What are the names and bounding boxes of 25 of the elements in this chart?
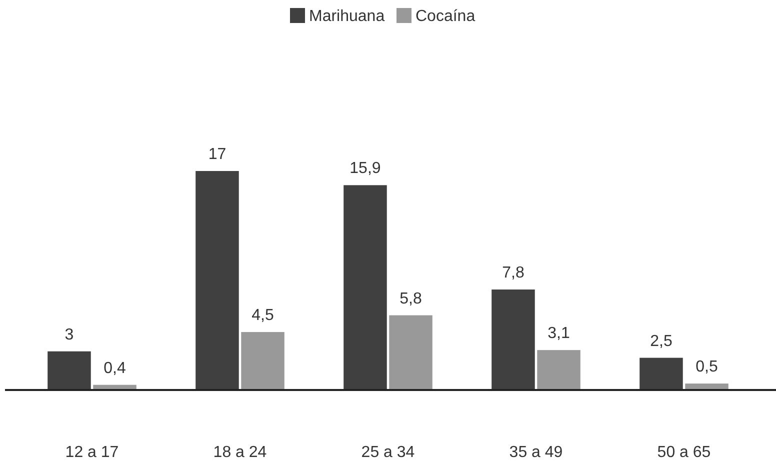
data-label: 4,5 [252, 307, 274, 324]
legend-label: Marihuana [309, 8, 385, 25]
data-label: 5,8 [400, 290, 422, 308]
data-label: 15,9 [350, 160, 381, 178]
x-tick-label: 50 a 65 [657, 444, 711, 461]
x-tick-label: 25 a 34 [361, 444, 415, 461]
x-tick-label: 12 a 17 [65, 444, 119, 461]
bar [640, 358, 683, 390]
bar [389, 315, 432, 390]
bar [344, 185, 387, 390]
bar [537, 350, 580, 390]
data-label: 2,5 [650, 332, 672, 350]
x-tick-label: 18 a 24 [213, 444, 267, 461]
data-label: 0,5 [696, 358, 718, 376]
bar [48, 351, 91, 390]
legend-label: Cocaína [416, 8, 476, 25]
data-label: 17 [208, 146, 226, 163]
data-label: 0,4 [104, 360, 126, 377]
data-label: 3 [64, 326, 74, 344]
bar [196, 171, 239, 390]
bar [241, 332, 284, 390]
x-tick-label: 35 a 49 [509, 444, 563, 461]
data-label: 3,1 [548, 325, 570, 342]
data-label: 7,8 [502, 264, 524, 282]
bar [492, 290, 535, 390]
